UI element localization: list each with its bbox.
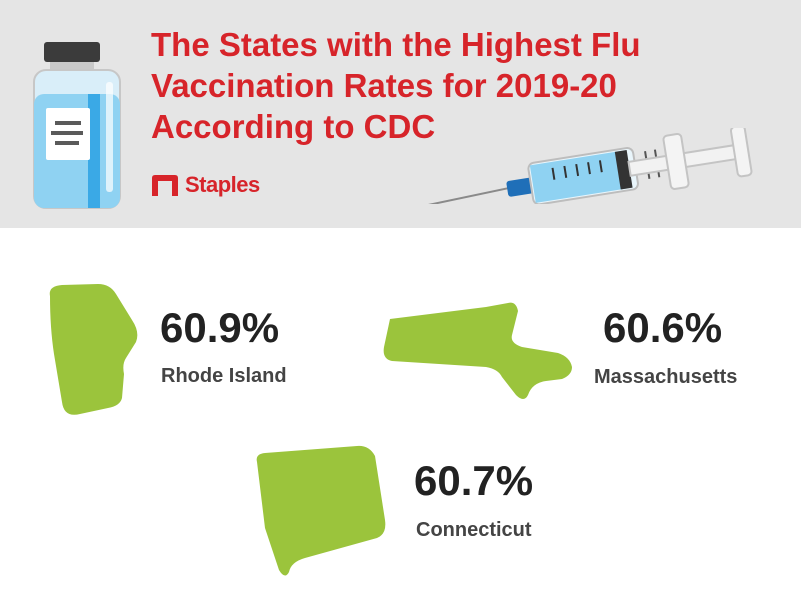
brand-logo: Staples bbox=[150, 172, 260, 198]
connecticut-map-icon bbox=[256, 445, 386, 576]
massachusetts-rate: 60.6% bbox=[603, 304, 723, 351]
title-line-1: The States with the Highest Flu bbox=[151, 26, 641, 63]
rhode-island-label: Rhode Island bbox=[161, 365, 287, 387]
massachusetts-label: Massachusetts bbox=[594, 366, 738, 388]
rhode-island-rate: 60.9% bbox=[160, 304, 280, 351]
page-title: The States with the Highest Flu Vaccinat… bbox=[151, 24, 711, 147]
connecticut-label: Connecticut bbox=[416, 519, 532, 541]
title-line-2: Vaccination Rates for 2019-20 bbox=[151, 67, 617, 104]
header-banner: The States with the Highest Flu Vaccinat… bbox=[0, 0, 801, 228]
title-line-3: According to CDC bbox=[151, 108, 436, 145]
rhode-island-map-icon bbox=[49, 284, 138, 415]
massachusetts-map-icon bbox=[383, 302, 572, 399]
connecticut-rate: 60.7% bbox=[414, 457, 534, 504]
staples-logo-icon bbox=[152, 175, 178, 196]
syringe-icon bbox=[412, 128, 753, 204]
vaccine-vial-icon bbox=[33, 42, 121, 209]
brand-name: Staples bbox=[185, 172, 260, 197]
